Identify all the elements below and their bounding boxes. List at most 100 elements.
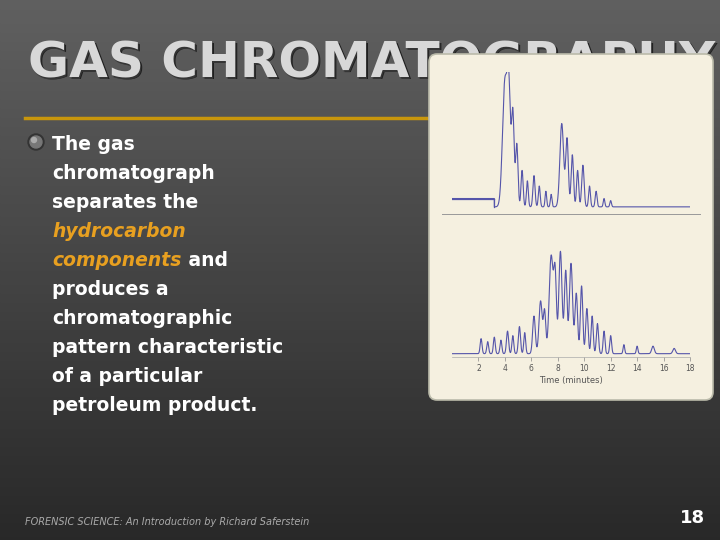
FancyBboxPatch shape xyxy=(429,54,713,400)
Bar xyxy=(0,432,720,436)
Bar xyxy=(0,117,720,122)
Bar xyxy=(0,436,720,441)
Bar xyxy=(0,0,720,4)
Bar xyxy=(0,243,720,247)
Text: GAS CHROMATOGRAPHY: GAS CHROMATOGRAPHY xyxy=(29,41,716,89)
Bar xyxy=(0,216,720,220)
Bar xyxy=(0,148,720,153)
Bar xyxy=(0,247,720,252)
Circle shape xyxy=(32,138,37,143)
Bar xyxy=(0,252,720,256)
Text: hydrocarbon: hydrocarbon xyxy=(52,222,186,241)
Bar xyxy=(0,504,720,509)
Bar xyxy=(0,77,720,81)
Circle shape xyxy=(28,134,44,150)
Bar xyxy=(0,122,720,126)
X-axis label: Time (minutes): Time (minutes) xyxy=(539,376,603,384)
Bar xyxy=(0,45,720,50)
Bar xyxy=(0,315,720,320)
Bar xyxy=(0,85,720,90)
Bar xyxy=(0,58,720,63)
Bar xyxy=(0,225,720,229)
Bar xyxy=(0,139,720,144)
Bar xyxy=(0,14,720,18)
Bar xyxy=(0,446,720,450)
Text: separates the: separates the xyxy=(52,193,198,212)
Bar xyxy=(0,463,720,468)
Text: GAS CHROMATOGRAPHY: GAS CHROMATOGRAPHY xyxy=(30,42,717,90)
Bar xyxy=(0,144,720,148)
Bar xyxy=(0,324,720,328)
Bar xyxy=(0,382,720,387)
Bar xyxy=(0,536,720,540)
Bar xyxy=(0,112,720,117)
Bar xyxy=(0,513,720,517)
Bar xyxy=(0,351,720,355)
Bar xyxy=(0,500,720,504)
Bar xyxy=(0,490,720,495)
Bar xyxy=(0,522,720,526)
Text: FORENSIC SCIENCE: An Introduction by Richard Saferstein: FORENSIC SCIENCE: An Introduction by Ric… xyxy=(25,517,310,527)
Bar xyxy=(0,27,720,31)
Bar xyxy=(0,306,720,310)
Bar xyxy=(0,68,720,72)
Bar xyxy=(0,23,720,27)
Bar xyxy=(0,18,720,23)
Bar xyxy=(0,405,720,409)
Bar xyxy=(0,396,720,401)
Bar xyxy=(0,9,720,14)
Text: 18: 18 xyxy=(680,509,705,527)
Bar xyxy=(0,301,720,306)
Text: GAS CHROMATOGRAPHY: GAS CHROMATOGRAPHY xyxy=(28,40,715,88)
Bar xyxy=(0,364,720,369)
Bar xyxy=(0,158,720,162)
Text: produces a: produces a xyxy=(52,280,168,299)
Bar xyxy=(0,468,720,472)
Bar xyxy=(0,414,720,418)
Bar xyxy=(0,409,720,414)
Bar xyxy=(0,81,720,85)
Bar xyxy=(0,423,720,428)
Bar xyxy=(0,392,720,396)
Bar xyxy=(0,50,720,54)
Bar xyxy=(0,387,720,392)
Bar xyxy=(0,333,720,338)
Bar xyxy=(0,284,720,288)
Bar xyxy=(0,198,720,202)
Bar xyxy=(0,180,720,185)
Bar xyxy=(0,261,720,266)
Bar xyxy=(0,495,720,500)
Bar xyxy=(0,72,720,77)
Bar xyxy=(0,131,720,135)
Bar xyxy=(0,378,720,382)
Bar xyxy=(0,347,720,351)
Bar xyxy=(0,31,720,36)
Bar xyxy=(0,270,720,274)
Bar xyxy=(0,230,720,234)
Bar xyxy=(0,126,720,131)
Bar xyxy=(0,104,720,108)
Bar xyxy=(0,189,720,193)
Circle shape xyxy=(30,136,42,148)
Bar xyxy=(0,342,720,347)
Bar xyxy=(0,63,720,68)
Bar xyxy=(0,459,720,463)
Bar xyxy=(0,517,720,522)
Bar xyxy=(0,338,720,342)
Bar xyxy=(0,153,720,158)
Bar xyxy=(0,36,720,40)
Bar xyxy=(0,54,720,58)
Bar xyxy=(0,266,720,270)
Bar xyxy=(0,212,720,216)
Bar xyxy=(0,441,720,445)
Bar xyxy=(0,360,720,364)
Bar xyxy=(0,4,720,9)
Bar xyxy=(0,220,720,225)
Text: and: and xyxy=(182,251,228,270)
Bar xyxy=(0,355,720,360)
Bar xyxy=(0,369,720,374)
Bar xyxy=(0,239,720,243)
Bar xyxy=(0,455,720,459)
Bar xyxy=(0,193,720,198)
Bar xyxy=(0,477,720,482)
